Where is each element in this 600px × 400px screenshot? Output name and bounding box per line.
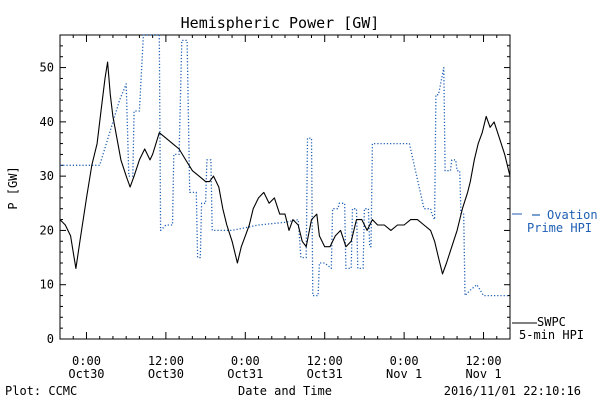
y-tick-label: 10 xyxy=(40,278,54,292)
x-tick-label-time: 12:00 xyxy=(148,354,184,368)
plot-border xyxy=(59,34,511,340)
x-tick-label-date: Oct31 xyxy=(307,367,343,381)
y-tick-label: 50 xyxy=(40,61,54,75)
plot-frame xyxy=(59,34,511,340)
legend-swpc-label-2: 5-min HPI xyxy=(519,328,584,342)
series-layer xyxy=(59,34,511,297)
x-tick-label-time: 12:00 xyxy=(307,354,343,368)
chart-title: Hemispheric Power [GW] xyxy=(181,14,380,32)
x-tick-label-date: Nov 1 xyxy=(465,367,501,381)
x-tick-label-time: 0:00 xyxy=(390,354,419,368)
x-tick-label-time: 0:00 xyxy=(72,354,101,368)
x-axis-ticks: 0:00Oct3012:00Oct300:00Oct3112:00Oct310:… xyxy=(59,35,511,381)
legend: Ovation Prime HPI SWPC 5-min HPI xyxy=(512,208,598,342)
series-ovation-prime-line xyxy=(60,34,510,297)
y-tick-label: 20 xyxy=(40,223,54,237)
series-swpc-line xyxy=(59,61,511,275)
x-tick-label-date: Oct30 xyxy=(68,367,104,381)
y-axis-label: P [GW] xyxy=(6,166,20,209)
y-tick-label: 30 xyxy=(40,169,54,183)
y-tick-label: 0 xyxy=(47,332,54,346)
x-tick-label-time: 0:00 xyxy=(231,354,260,368)
x-tick-label-date: Oct31 xyxy=(227,367,263,381)
x-tick-label-time: 12:00 xyxy=(465,354,501,368)
plot-credit: Plot: CCMC xyxy=(5,384,77,398)
x-tick-label-date: Nov 1 xyxy=(386,367,422,381)
y-axis-ticks: 0 10 20 30 40 50 xyxy=(40,34,510,346)
legend-swpc-label-1: SWPC xyxy=(537,315,566,329)
y-tick-label: 40 xyxy=(40,115,54,129)
x-tick-label-date: Oct30 xyxy=(148,367,184,381)
x-axis-label: Date and Time xyxy=(238,384,332,398)
plot-timestamp: 2016/11/01 22:10:16 xyxy=(444,384,581,398)
legend-ovation-label-2: Prime HPI xyxy=(527,221,592,235)
legend-ovation-label-1: Ovation xyxy=(547,208,598,222)
